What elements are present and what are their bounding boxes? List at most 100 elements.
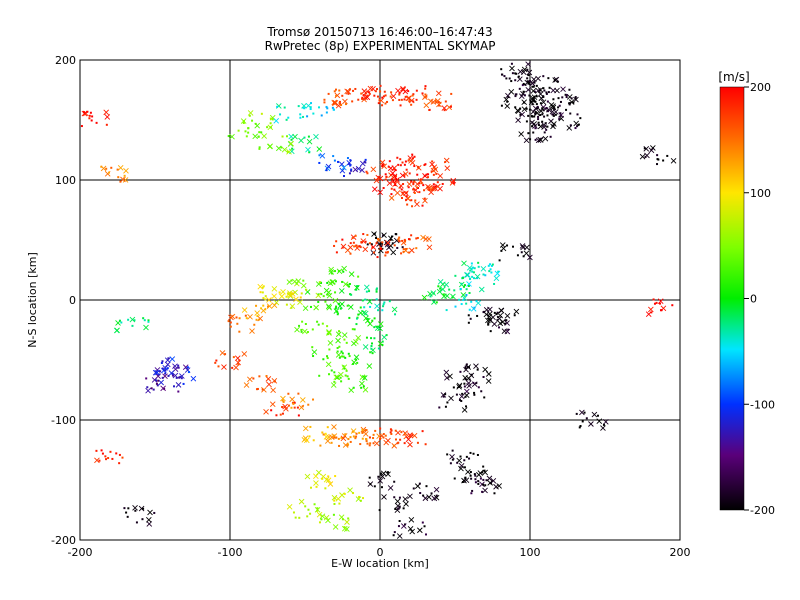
data-point-dot <box>391 99 394 102</box>
data-point-dot <box>293 406 296 409</box>
data-point-dot <box>364 298 367 301</box>
data-point-dot <box>476 314 479 317</box>
data-point-dot <box>579 117 582 120</box>
data-point-cross <box>260 307 267 314</box>
data-point-cross <box>426 236 432 242</box>
data-point-dot <box>531 103 534 106</box>
data-point-dot <box>397 163 400 166</box>
data-point-dot <box>425 485 428 488</box>
data-point-cross <box>644 152 650 159</box>
data-point-cross <box>331 424 337 430</box>
data-point-dot <box>374 90 377 93</box>
data-point-cross <box>359 380 365 387</box>
data-point-dot <box>342 355 345 358</box>
data-point-dot <box>421 430 424 433</box>
data-point-dot <box>505 77 508 80</box>
data-point-dot <box>359 306 362 309</box>
data-point-dot <box>480 390 483 393</box>
data-point-dot <box>348 282 351 285</box>
data-point-cross <box>443 157 450 164</box>
data-point-cross <box>374 303 380 309</box>
data-point-cross <box>302 305 309 312</box>
data-point-dot <box>525 107 528 110</box>
data-point-cross <box>298 498 305 505</box>
data-point-dot <box>472 271 475 274</box>
data-point-dot <box>393 167 396 170</box>
data-point-dot <box>344 433 347 436</box>
data-point-cross <box>373 177 380 184</box>
data-point-cross <box>566 125 573 131</box>
data-point-dot <box>159 370 162 373</box>
data-point-cross <box>463 366 469 373</box>
data-point-dot <box>389 431 392 434</box>
data-point-dot <box>482 376 485 379</box>
data-point-dot <box>470 300 473 303</box>
data-point-dot <box>537 118 540 121</box>
data-point-dot <box>118 462 121 465</box>
data-point-cross <box>301 102 307 109</box>
data-point-dot <box>335 240 338 243</box>
data-point-dot <box>464 476 467 479</box>
data-point-dot <box>557 97 560 100</box>
data-point-dot <box>326 107 329 110</box>
data-point-dot <box>373 251 376 254</box>
data-point-dot <box>454 305 457 308</box>
y-axis-label: N-S location [km] <box>26 252 39 348</box>
data-point-dot <box>504 319 507 322</box>
data-point-dot <box>398 520 401 523</box>
data-point-dot <box>371 319 374 322</box>
data-point-dot <box>296 406 299 409</box>
data-point-dot <box>328 348 331 351</box>
data-point-dot <box>298 516 301 519</box>
data-point-dot <box>306 331 309 334</box>
data-point-dot <box>131 324 134 327</box>
data-point-dot <box>411 94 414 97</box>
data-point-cross <box>422 172 428 179</box>
data-point-dot <box>471 275 474 278</box>
data-point-dot <box>493 492 496 495</box>
data-point-dot <box>316 320 319 323</box>
data-point-dot <box>177 364 180 367</box>
data-point-cross <box>340 435 347 442</box>
data-point-cross <box>519 243 526 249</box>
data-point-dot <box>336 310 339 313</box>
data-point-cross <box>378 97 385 104</box>
data-point-dot <box>559 112 562 115</box>
data-point-dot <box>452 182 455 185</box>
data-point-dot <box>574 127 577 130</box>
data-point-dot <box>461 276 464 279</box>
data-point-dot <box>463 466 466 469</box>
data-point-dot <box>242 121 245 124</box>
data-point-dot <box>514 72 517 75</box>
data-point-cross <box>479 481 485 488</box>
data-point-dot <box>569 124 572 127</box>
data-point-dot <box>304 505 307 508</box>
data-point-dot <box>346 157 349 160</box>
data-point-dot <box>379 90 382 93</box>
data-point-cross <box>335 495 342 502</box>
data-point-dot <box>285 135 288 138</box>
data-point-dot <box>407 186 410 189</box>
data-point-cross <box>257 283 264 290</box>
data-point-dot <box>318 161 321 164</box>
data-point-dot <box>107 457 110 460</box>
y-tick-label: 100 <box>55 174 76 187</box>
data-point-dot <box>558 104 561 107</box>
data-point-dot <box>373 337 376 340</box>
data-point-cross <box>300 282 307 289</box>
data-point-dot <box>535 84 538 87</box>
data-point-cross <box>266 297 272 303</box>
data-point-dot <box>469 471 472 474</box>
data-point-cross <box>435 90 442 97</box>
data-point-dot <box>366 442 369 445</box>
data-point-dot <box>357 275 360 278</box>
data-point-cross <box>366 363 373 369</box>
data-point-dot <box>495 313 498 316</box>
data-point-dot <box>303 107 306 110</box>
data-point-dot <box>444 393 447 396</box>
data-point-dot <box>298 324 301 327</box>
data-point-dot <box>269 117 272 120</box>
data-point-dot <box>442 293 445 296</box>
data-point-dot <box>465 294 468 297</box>
data-point-cross <box>354 284 360 291</box>
